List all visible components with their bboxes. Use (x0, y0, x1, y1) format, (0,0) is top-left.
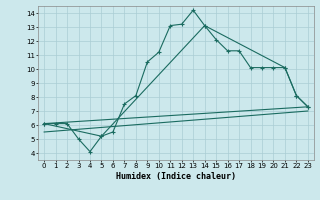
X-axis label: Humidex (Indice chaleur): Humidex (Indice chaleur) (116, 172, 236, 181)
